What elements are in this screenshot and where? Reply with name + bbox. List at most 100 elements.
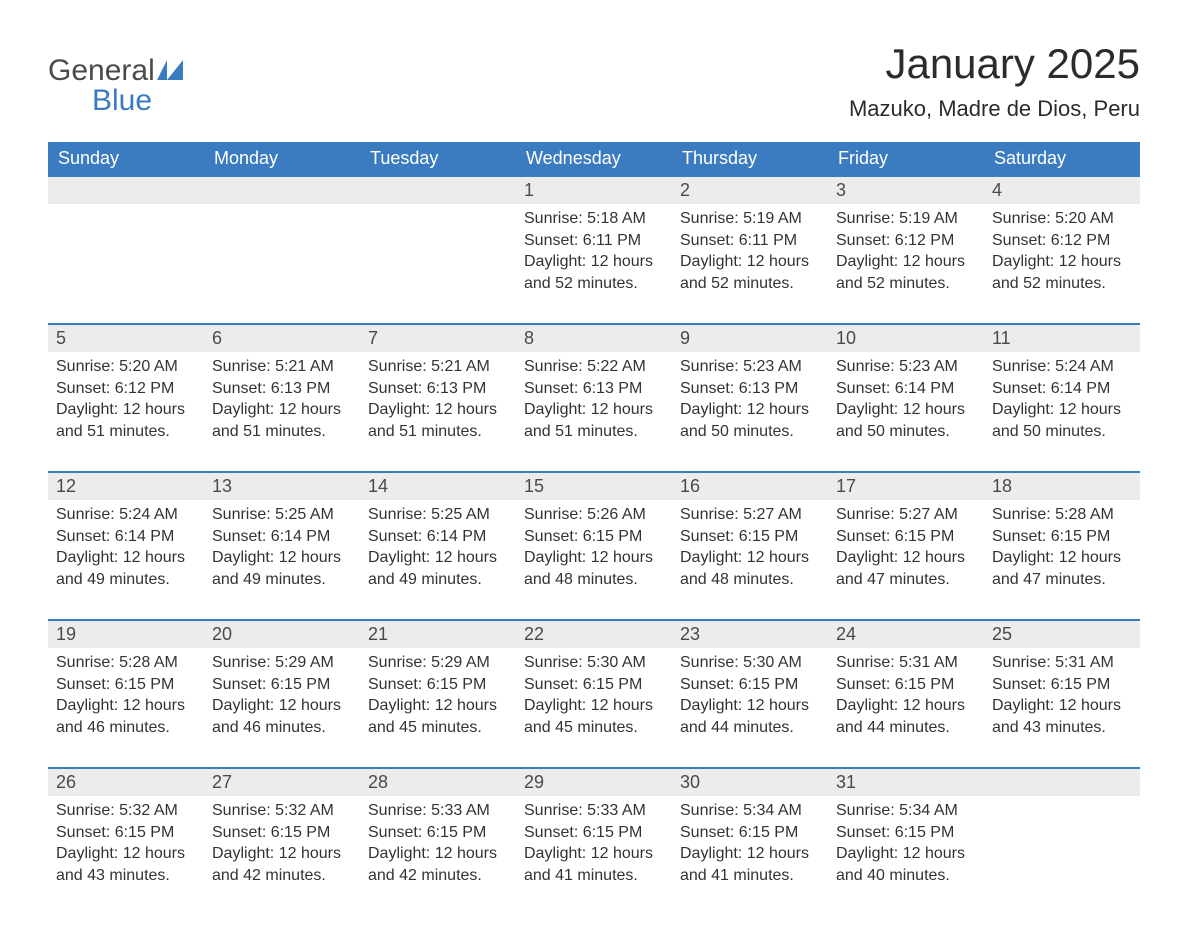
day-number: 6 bbox=[204, 325, 360, 352]
calendar-week-row: 1Sunrise: 5:18 AMSunset: 6:11 PMDaylight… bbox=[48, 176, 1140, 324]
calendar-day-cell: 17Sunrise: 5:27 AMSunset: 6:15 PMDayligh… bbox=[828, 472, 984, 620]
sunset-text: Sunset: 6:14 PM bbox=[368, 526, 508, 548]
day-number: 1 bbox=[516, 177, 672, 204]
sunset-text: Sunset: 6:15 PM bbox=[56, 822, 196, 844]
sunset-text: Sunset: 6:15 PM bbox=[524, 674, 664, 696]
daylight-text: Daylight: 12 hours and 41 minutes. bbox=[680, 843, 820, 886]
calendar-header-row: SundayMondayTuesdayWednesdayThursdayFrid… bbox=[48, 142, 1140, 176]
day-number: 21 bbox=[360, 621, 516, 648]
daylight-text: Daylight: 12 hours and 46 minutes. bbox=[212, 695, 352, 738]
sunrise-text: Sunrise: 5:19 AM bbox=[680, 208, 820, 230]
daylight-text: Daylight: 12 hours and 48 minutes. bbox=[680, 547, 820, 590]
calendar-day-cell: 8Sunrise: 5:22 AMSunset: 6:13 PMDaylight… bbox=[516, 324, 672, 472]
calendar-day-cell: 14Sunrise: 5:25 AMSunset: 6:14 PMDayligh… bbox=[360, 472, 516, 620]
weekday-header: Wednesday bbox=[516, 142, 672, 176]
title-block: January 2025 Mazuko, Madre de Dios, Peru bbox=[849, 40, 1140, 122]
day-number: 7 bbox=[360, 325, 516, 352]
daylight-text: Daylight: 12 hours and 52 minutes. bbox=[836, 251, 976, 294]
calendar-day-cell: 28Sunrise: 5:33 AMSunset: 6:15 PMDayligh… bbox=[360, 768, 516, 916]
sunset-text: Sunset: 6:14 PM bbox=[212, 526, 352, 548]
sunrise-text: Sunrise: 5:30 AM bbox=[524, 652, 664, 674]
sunset-text: Sunset: 6:15 PM bbox=[680, 822, 820, 844]
calendar-day-cell: 3Sunrise: 5:19 AMSunset: 6:12 PMDaylight… bbox=[828, 176, 984, 324]
daylight-text: Daylight: 12 hours and 52 minutes. bbox=[992, 251, 1132, 294]
calendar-day-cell: 15Sunrise: 5:26 AMSunset: 6:15 PMDayligh… bbox=[516, 472, 672, 620]
daylight-text: Daylight: 12 hours and 47 minutes. bbox=[836, 547, 976, 590]
calendar-day-cell: 10Sunrise: 5:23 AMSunset: 6:14 PMDayligh… bbox=[828, 324, 984, 472]
daylight-text: Daylight: 12 hours and 49 minutes. bbox=[56, 547, 196, 590]
calendar-day-cell: 31Sunrise: 5:34 AMSunset: 6:15 PMDayligh… bbox=[828, 768, 984, 916]
calendar-day-cell: 20Sunrise: 5:29 AMSunset: 6:15 PMDayligh… bbox=[204, 620, 360, 768]
page-header: General Blue January 2025 Mazuko, Madre … bbox=[48, 40, 1140, 122]
sunrise-text: Sunrise: 5:21 AM bbox=[368, 356, 508, 378]
calendar-day-cell: 24Sunrise: 5:31 AMSunset: 6:15 PMDayligh… bbox=[828, 620, 984, 768]
weekday-header: Friday bbox=[828, 142, 984, 176]
sunrise-text: Sunrise: 5:28 AM bbox=[56, 652, 196, 674]
day-details: Sunrise: 5:19 AMSunset: 6:11 PMDaylight:… bbox=[672, 204, 828, 302]
calendar-day-cell: 27Sunrise: 5:32 AMSunset: 6:15 PMDayligh… bbox=[204, 768, 360, 916]
daylight-text: Daylight: 12 hours and 42 minutes. bbox=[368, 843, 508, 886]
daylight-text: Daylight: 12 hours and 49 minutes. bbox=[212, 547, 352, 590]
day-number: 25 bbox=[984, 621, 1140, 648]
day-number: 12 bbox=[48, 473, 204, 500]
daylight-text: Daylight: 12 hours and 52 minutes. bbox=[680, 251, 820, 294]
calendar-day-cell: 12Sunrise: 5:24 AMSunset: 6:14 PMDayligh… bbox=[48, 472, 204, 620]
daylight-text: Daylight: 12 hours and 41 minutes. bbox=[524, 843, 664, 886]
calendar-day-cell: 29Sunrise: 5:33 AMSunset: 6:15 PMDayligh… bbox=[516, 768, 672, 916]
sunset-text: Sunset: 6:15 PM bbox=[836, 674, 976, 696]
sunrise-text: Sunrise: 5:31 AM bbox=[836, 652, 976, 674]
sunset-text: Sunset: 6:13 PM bbox=[524, 378, 664, 400]
sunset-text: Sunset: 6:15 PM bbox=[992, 674, 1132, 696]
sunrise-text: Sunrise: 5:18 AM bbox=[524, 208, 664, 230]
day-details: Sunrise: 5:24 AMSunset: 6:14 PMDaylight:… bbox=[48, 500, 204, 598]
daylight-text: Daylight: 12 hours and 43 minutes. bbox=[56, 843, 196, 886]
sunset-text: Sunset: 6:11 PM bbox=[680, 230, 820, 252]
day-details: Sunrise: 5:28 AMSunset: 6:15 PMDaylight:… bbox=[984, 500, 1140, 598]
daylight-text: Daylight: 12 hours and 44 minutes. bbox=[836, 695, 976, 738]
sunrise-text: Sunrise: 5:21 AM bbox=[212, 356, 352, 378]
day-number: 24 bbox=[828, 621, 984, 648]
flag-icon bbox=[157, 56, 191, 86]
sunset-text: Sunset: 6:14 PM bbox=[992, 378, 1132, 400]
weekday-header: Tuesday bbox=[360, 142, 516, 176]
day-number: 27 bbox=[204, 769, 360, 796]
daylight-text: Daylight: 12 hours and 42 minutes. bbox=[212, 843, 352, 886]
sunset-text: Sunset: 6:13 PM bbox=[212, 378, 352, 400]
day-details: Sunrise: 5:30 AMSunset: 6:15 PMDaylight:… bbox=[516, 648, 672, 746]
calendar-day-cell: 18Sunrise: 5:28 AMSunset: 6:15 PMDayligh… bbox=[984, 472, 1140, 620]
sunset-text: Sunset: 6:14 PM bbox=[836, 378, 976, 400]
sunset-text: Sunset: 6:13 PM bbox=[368, 378, 508, 400]
day-details: Sunrise: 5:22 AMSunset: 6:13 PMDaylight:… bbox=[516, 352, 672, 450]
sunrise-text: Sunrise: 5:33 AM bbox=[368, 800, 508, 822]
sunrise-text: Sunrise: 5:34 AM bbox=[680, 800, 820, 822]
daylight-text: Daylight: 12 hours and 40 minutes. bbox=[836, 843, 976, 886]
sunrise-text: Sunrise: 5:33 AM bbox=[524, 800, 664, 822]
sunset-text: Sunset: 6:15 PM bbox=[836, 526, 976, 548]
day-number: 13 bbox=[204, 473, 360, 500]
day-number-bar bbox=[360, 177, 516, 204]
sunrise-text: Sunrise: 5:26 AM bbox=[524, 504, 664, 526]
day-number: 8 bbox=[516, 325, 672, 352]
calendar-empty-cell bbox=[360, 176, 516, 324]
calendar-empty-cell bbox=[204, 176, 360, 324]
day-details: Sunrise: 5:21 AMSunset: 6:13 PMDaylight:… bbox=[360, 352, 516, 450]
day-details: Sunrise: 5:31 AMSunset: 6:15 PMDaylight:… bbox=[828, 648, 984, 746]
sunrise-text: Sunrise: 5:34 AM bbox=[836, 800, 976, 822]
day-number: 16 bbox=[672, 473, 828, 500]
day-number: 20 bbox=[204, 621, 360, 648]
day-details: Sunrise: 5:33 AMSunset: 6:15 PMDaylight:… bbox=[360, 796, 516, 894]
sunset-text: Sunset: 6:15 PM bbox=[56, 674, 196, 696]
weekday-header: Thursday bbox=[672, 142, 828, 176]
sunrise-text: Sunrise: 5:30 AM bbox=[680, 652, 820, 674]
calendar-table: SundayMondayTuesdayWednesdayThursdayFrid… bbox=[48, 142, 1140, 916]
day-details: Sunrise: 5:24 AMSunset: 6:14 PMDaylight:… bbox=[984, 352, 1140, 450]
day-number: 15 bbox=[516, 473, 672, 500]
calendar-day-cell: 21Sunrise: 5:29 AMSunset: 6:15 PMDayligh… bbox=[360, 620, 516, 768]
sunrise-text: Sunrise: 5:19 AM bbox=[836, 208, 976, 230]
day-number-bar bbox=[48, 177, 204, 204]
day-details: Sunrise: 5:32 AMSunset: 6:15 PMDaylight:… bbox=[204, 796, 360, 894]
sunrise-text: Sunrise: 5:28 AM bbox=[992, 504, 1132, 526]
sunset-text: Sunset: 6:12 PM bbox=[992, 230, 1132, 252]
calendar-day-cell: 26Sunrise: 5:32 AMSunset: 6:15 PMDayligh… bbox=[48, 768, 204, 916]
sunset-text: Sunset: 6:14 PM bbox=[56, 526, 196, 548]
